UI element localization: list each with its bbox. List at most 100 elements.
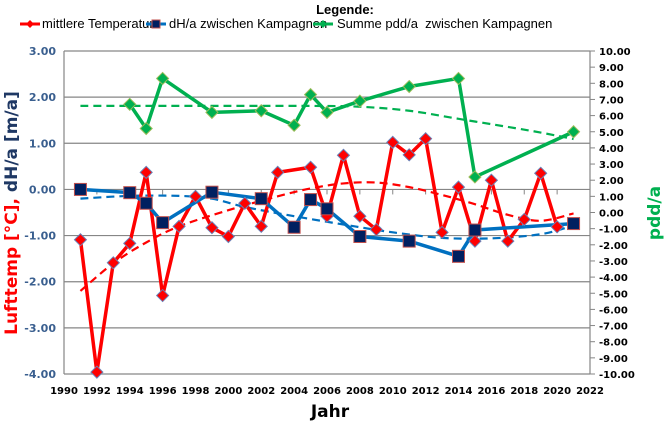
data-point-square (353, 229, 367, 243)
y-tick-right-label: 3.00 (599, 160, 624, 171)
data-point-diamond (402, 148, 416, 162)
gridlines (64, 50, 590, 375)
legend-entry-dh: dH/a zwischen Kampagnen (146, 16, 327, 31)
y-axis-left-title: Lufttemp [°C], dH/a [m/a] (2, 91, 22, 335)
y-tick-right-label: -4.00 (599, 273, 628, 284)
data-point-diamond (172, 219, 186, 234)
data-point-square (567, 217, 581, 231)
tick-labels: 3.00 2.00 1.00 0.00 -1.00 -2.00 -3.00 -4.00 10.0… (24, 45, 635, 397)
y-tick-left-label: -4.00 (24, 368, 56, 381)
data-point-diamond (353, 94, 367, 108)
y-axis-right-title: pdd/a (645, 186, 665, 240)
x-tick-label: 2010 (379, 386, 407, 397)
y-tick-right-label: -3.00 (599, 257, 628, 268)
x-tick-label: 1990 (50, 386, 78, 397)
data-point-diamond (254, 219, 268, 234)
trendline (80, 104, 574, 141)
y-tick-right-label: 10.00 (599, 47, 631, 58)
legend: Legende: mittlere Temperatur dH/a zwisch… (20, 2, 552, 31)
legend-marker-diamond-green (319, 20, 327, 28)
data-point-diamond (517, 212, 531, 227)
data-point-diamond (501, 234, 515, 248)
data-point-diamond (238, 196, 252, 210)
data-point-diamond (221, 229, 236, 244)
data-point-diamond (73, 233, 88, 247)
data-point-diamond (550, 220, 564, 234)
x-tick-label: 2012 (412, 386, 440, 397)
x-tick-label: 2004 (280, 386, 308, 397)
data-point-diamond (353, 209, 367, 223)
data-point-square (452, 249, 465, 263)
series-line (128, 76, 575, 179)
y-axis-left-title-temp: Lufttemp [°C], (2, 198, 22, 335)
data-point-diamond (123, 97, 137, 112)
x-tick-label: 2016 (477, 386, 505, 397)
data-point-diamond (336, 148, 351, 162)
x-tick-label: 1994 (116, 386, 144, 397)
x-axis-title: Jahr (310, 402, 350, 421)
y-tick-right-label: 6.00 (599, 112, 624, 123)
data-point-diamond (123, 236, 137, 251)
data-point-square (287, 220, 301, 234)
data-point-diamond (90, 365, 104, 379)
y-axis-left-title-dh: dH/a [m/a] (2, 91, 22, 198)
y-tick-right-label: -9.00 (599, 354, 628, 365)
data-point-square (402, 234, 416, 248)
data-point-diamond (139, 165, 153, 180)
data-point-diamond (287, 118, 301, 132)
y-tick-right-label: 7.00 (599, 95, 624, 106)
data-point-diamond (451, 71, 466, 86)
x-tick-label: 2002 (247, 386, 275, 397)
legend-title: Legende: (316, 2, 374, 17)
legend-label-temperature: mittlere Temperatur (42, 16, 154, 31)
data-point-diamond (303, 160, 318, 174)
data-point-diamond (402, 79, 416, 94)
y-tick-left-label: 0.00 (29, 183, 56, 196)
y-tick-right-label: 0.00 (599, 209, 624, 220)
data-point-diamond (106, 256, 121, 270)
y-tick-right-label: -1.00 (599, 225, 628, 236)
x-tick-label: 2000 (214, 386, 242, 397)
data-point-diamond (418, 131, 433, 146)
y-tick-right-label: 9.00 (599, 63, 624, 74)
data-point-diamond (254, 104, 268, 118)
data-point-diamond (155, 288, 170, 303)
y-tick-right-label: -2.00 (599, 241, 628, 252)
x-tick-label: 2018 (510, 386, 538, 397)
data-point-square (139, 196, 153, 210)
y-tick-left-label: -3.00 (24, 322, 56, 335)
data-point-square (468, 223, 482, 237)
legend-label-pdd: Summe pdd/a zwischen Kampagnen (337, 16, 552, 31)
data-point-diamond (139, 121, 153, 136)
data-point-square (73, 182, 87, 196)
y-tick-left-label: -1.00 (24, 230, 56, 243)
y-tick-right-label: -10.00 (599, 370, 635, 381)
data-point-square (123, 186, 137, 200)
y-tick-left-label: 2.00 (29, 91, 56, 104)
data-point-diamond (303, 87, 318, 102)
data-point-diamond (386, 135, 400, 150)
data-point-square (320, 202, 334, 216)
legend-marker-diamond-red (26, 20, 34, 28)
data-point-diamond (468, 234, 482, 248)
data-point-square (304, 193, 318, 207)
data-point-diamond (188, 189, 203, 204)
legend-entry-pdd: Summe pdd/a zwischen Kampagnen (313, 16, 552, 31)
data-point-square (156, 216, 170, 230)
trendline (80, 194, 574, 240)
x-tick-label: 2020 (543, 386, 571, 397)
y-tick-right-label: 1.00 (599, 192, 624, 203)
data-point-diamond (369, 222, 384, 237)
data-point-diamond (484, 173, 499, 187)
y-tick-right-label: 2.00 (599, 176, 624, 187)
x-tick-label: 2008 (346, 386, 374, 397)
y-tick-right-label: -8.00 (599, 338, 628, 349)
x-tick-label: 2006 (313, 386, 341, 397)
data-point-diamond (468, 170, 482, 184)
x-tick-label: 2014 (445, 386, 473, 397)
data-point-square (254, 192, 268, 206)
y-tick-left-label: 1.00 (29, 137, 56, 150)
y-tick-left-label: 3.00 (29, 45, 56, 58)
y-tick-right-label: -5.00 (599, 289, 628, 300)
